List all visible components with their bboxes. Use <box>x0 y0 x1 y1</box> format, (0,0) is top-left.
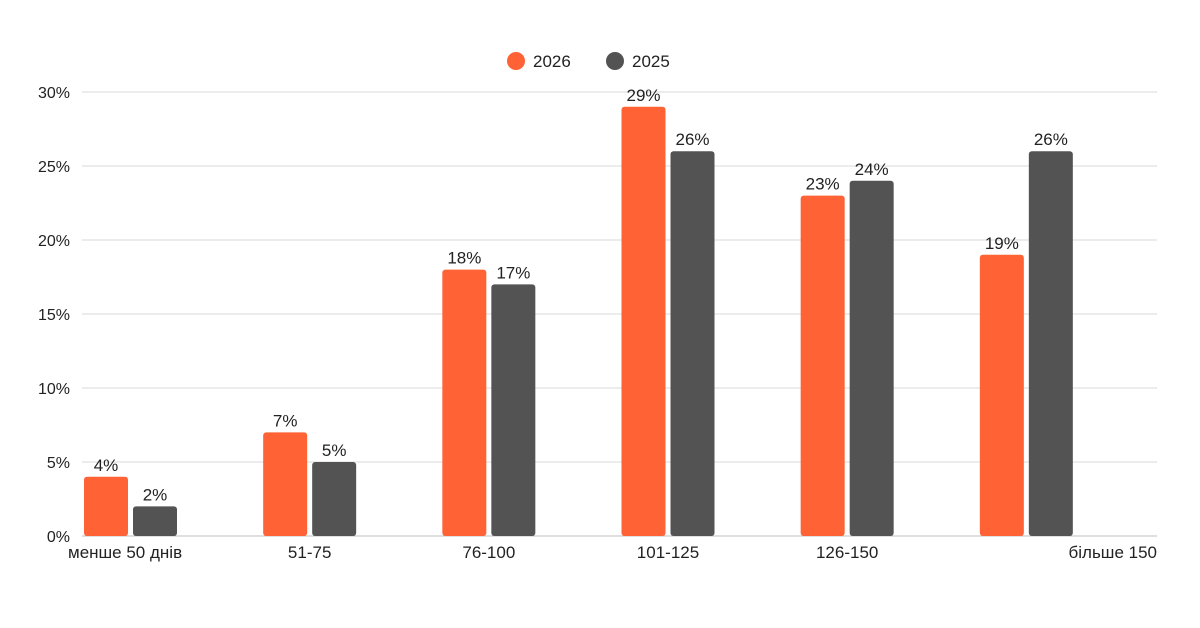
legend-marker-2026 <box>507 52 525 70</box>
y-tick-label: 15% <box>38 307 70 324</box>
bar-2025-3 <box>670 151 715 536</box>
y-tick-label: 30% <box>38 85 70 102</box>
bars <box>84 106 1073 537</box>
data-label-2026-1: 7% <box>273 411 298 430</box>
data-label-2026-0: 4% <box>94 456 119 475</box>
data-label-2025-5: 26% <box>1034 130 1068 149</box>
data-label-2026-2: 18% <box>447 249 481 268</box>
data-label-2026-5: 19% <box>985 234 1019 253</box>
gridlines <box>82 91 1157 537</box>
x-tick-label: 51-75 <box>288 543 331 562</box>
bar-2026-1 <box>263 432 308 536</box>
y-axis: 0% 5% 10% 15% 20% 25% 30% <box>38 85 70 546</box>
bar-2025-0 <box>133 506 177 536</box>
data-labels: 4% 2% 7% 5% 18% 17% 29% 26% 23% 24% 19% 26% <box>94 86 1068 505</box>
data-label-2026-3: 29% <box>626 86 660 105</box>
legend: 2026 2025 <box>507 52 670 71</box>
bar-2026-5 <box>979 254 1024 537</box>
y-tick-label: 25% <box>38 159 70 176</box>
legend-marker-2025 <box>606 52 624 70</box>
bar-2026-4 <box>800 195 845 536</box>
data-label-2025-4: 24% <box>855 160 889 179</box>
x-axis: менше 50 днів 51-75 76-100 101-125 126-150 бі… <box>68 543 1157 562</box>
bar-2026-0 <box>84 476 128 536</box>
x-tick-label: 76-100 <box>462 543 515 562</box>
bar-2026-3 <box>621 106 666 537</box>
x-tick-label: 126-150 <box>816 543 878 562</box>
bar-2026-2 <box>442 269 487 536</box>
bar-2025-4 <box>849 180 894 537</box>
data-label-2025-0: 2% <box>143 485 168 504</box>
x-tick-label: 101-125 <box>637 543 699 562</box>
y-tick-label: 5% <box>47 455 70 472</box>
data-label-2026-4: 23% <box>806 175 840 194</box>
legend-label-2025: 2025 <box>632 52 670 71</box>
x-tick-label: більше 150 <box>1069 543 1157 562</box>
y-tick-label: 0% <box>47 529 70 546</box>
y-tick-label: 20% <box>38 233 70 250</box>
bar-2025-5 <box>1028 151 1073 536</box>
bar-2025-2 <box>491 284 536 536</box>
legend-label-2026: 2026 <box>533 52 571 71</box>
data-label-2025-2: 17% <box>496 263 530 282</box>
x-tick-label: менше 50 днів <box>68 543 182 562</box>
bar-2025-1 <box>312 462 357 536</box>
y-tick-label: 10% <box>38 381 70 398</box>
data-label-2025-3: 26% <box>675 130 709 149</box>
data-label-2025-1: 5% <box>322 441 347 460</box>
